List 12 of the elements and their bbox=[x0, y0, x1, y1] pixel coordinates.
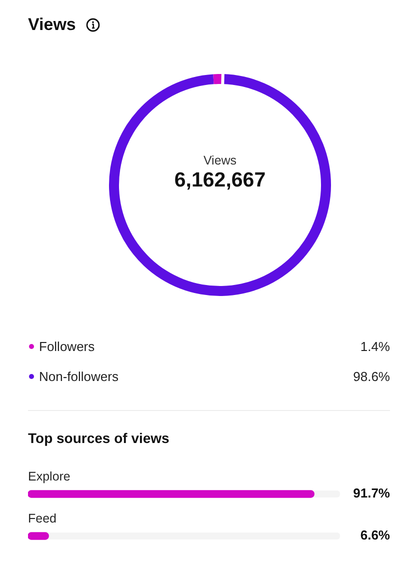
legend-label: Non-followers bbox=[39, 368, 118, 384]
y-tick-label: Feed bbox=[28, 511, 57, 526]
data-label: 91.7% bbox=[353, 486, 390, 501]
data-label: 1.4% bbox=[360, 338, 390, 354]
data-label: 98.6% bbox=[353, 368, 390, 384]
chart-title: Views bbox=[28, 14, 76, 36]
legend-label: Followers bbox=[39, 338, 95, 354]
text: 6,162,667 bbox=[174, 168, 266, 192]
text: Views bbox=[203, 153, 237, 168]
data-label: 6.6% bbox=[360, 528, 390, 543]
chart-title: Top sources of views bbox=[28, 429, 170, 448]
y-tick-label: Explore bbox=[28, 469, 70, 484]
